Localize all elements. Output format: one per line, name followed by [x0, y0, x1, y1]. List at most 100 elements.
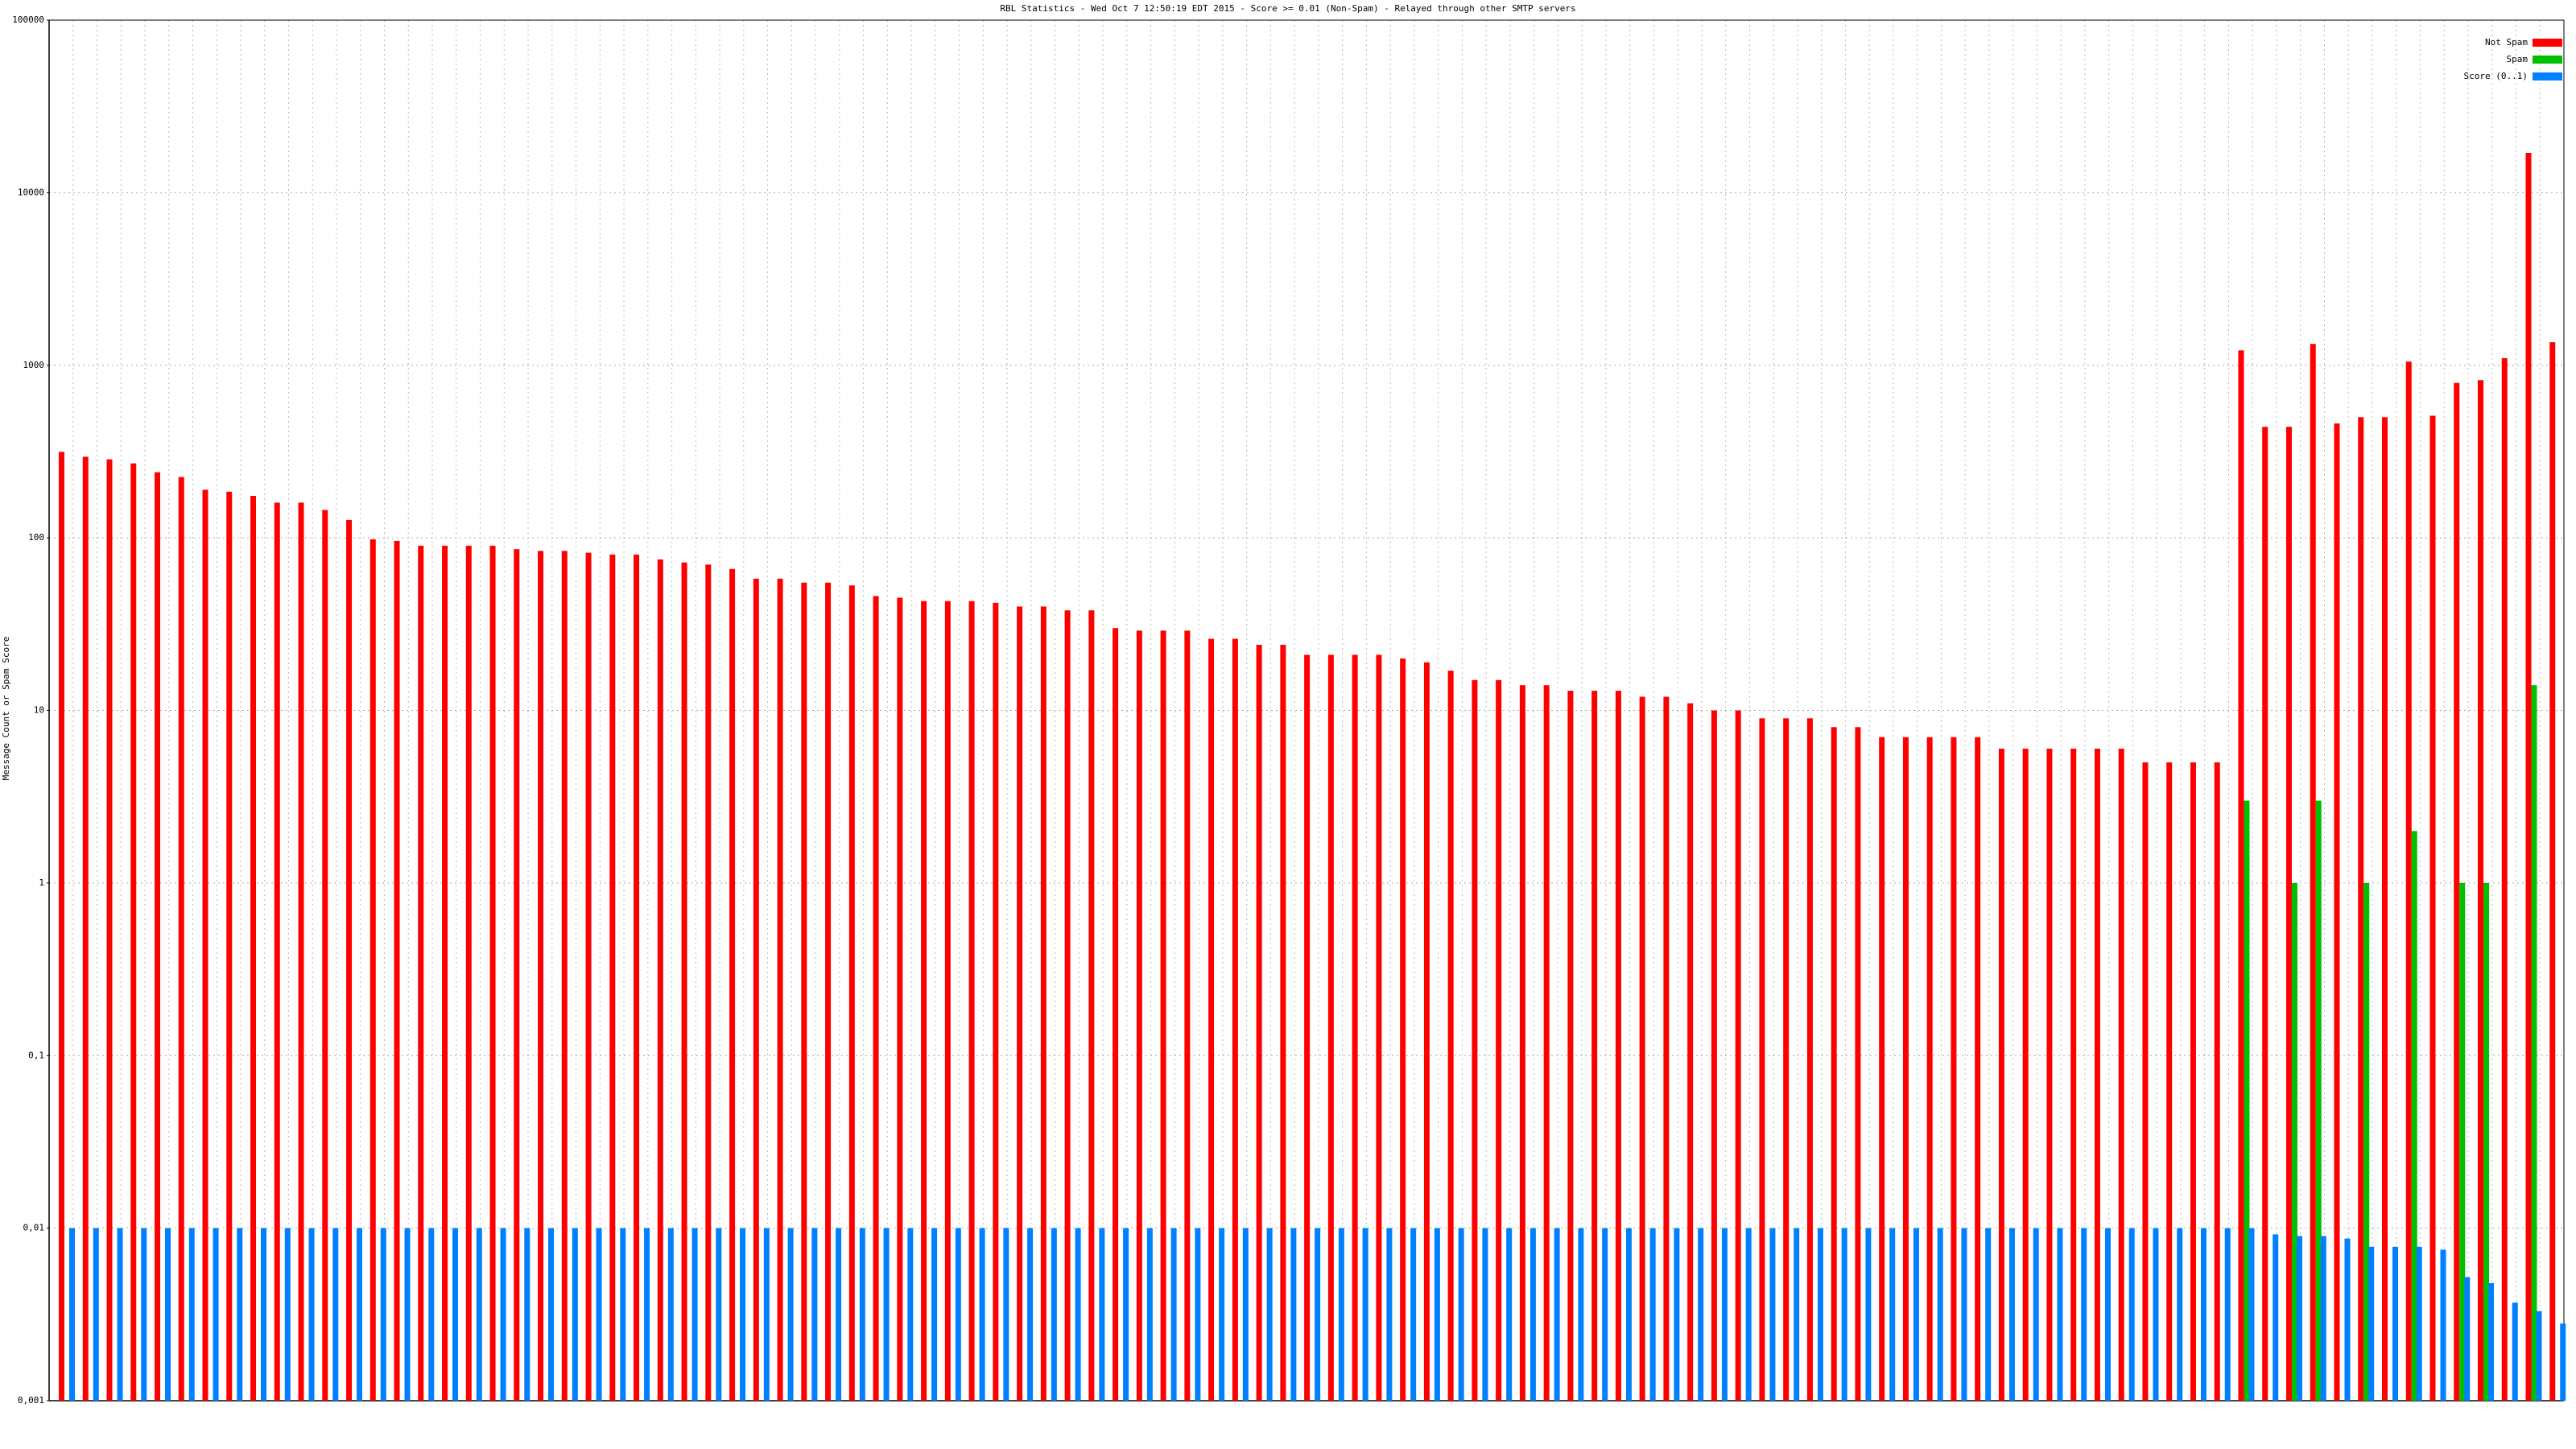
bar [1496, 679, 1502, 1401]
bar [1519, 685, 1525, 1401]
bar [357, 1228, 363, 1401]
bar [141, 1228, 147, 1401]
bar [897, 597, 903, 1401]
bar [2334, 423, 2340, 1401]
bar [716, 1228, 722, 1401]
bar [753, 578, 759, 1401]
bar [1879, 737, 1885, 1401]
bar [2310, 344, 2316, 1401]
bar [2501, 357, 2508, 1401]
bar [476, 1228, 482, 1401]
bar [155, 472, 161, 1401]
bar [811, 1228, 818, 1401]
bar [2320, 1236, 2326, 1401]
bar [369, 539, 376, 1402]
bar [2224, 1228, 2231, 1401]
bar [237, 1228, 243, 1401]
bar [1232, 638, 1238, 1401]
bar [2411, 831, 2417, 1401]
bar [2118, 749, 2124, 1401]
bar [117, 1228, 123, 1401]
bar [2128, 1228, 2135, 1401]
bar [2214, 762, 2220, 1401]
bar [1913, 1228, 1919, 1401]
bar [514, 549, 520, 1401]
bar [465, 545, 472, 1401]
bar [1769, 1228, 1776, 1401]
bar [1602, 1228, 1608, 1401]
bar [2296, 1236, 2302, 1401]
bar [1817, 1228, 1823, 1401]
bar [2487, 1282, 2494, 1401]
bar [1075, 1228, 1081, 1401]
bar [1794, 1228, 1800, 1401]
bar [308, 1228, 315, 1401]
bar [2104, 1228, 2111, 1401]
bar [284, 1228, 291, 1401]
bar [1064, 610, 1071, 1401]
bar [1027, 1228, 1034, 1401]
bar [1543, 685, 1550, 1401]
chart-title: RBL Statistics - Wed Oct 7 12:50:19 EDT … [1000, 3, 1575, 14]
bar [1530, 1228, 1536, 1401]
bar [165, 1228, 171, 1401]
bar [2248, 1228, 2255, 1401]
bar [1841, 1228, 1847, 1401]
bar [1926, 737, 1933, 1401]
bar [1338, 1228, 1344, 1401]
bar [1855, 727, 1861, 1401]
bar [907, 1228, 914, 1401]
y-tick-label: 1000 [23, 360, 45, 370]
bar [1567, 691, 1574, 1401]
bar [2536, 1311, 2542, 1401]
bar [1003, 1228, 1009, 1401]
legend-label: Score (0..1) [2464, 71, 2528, 81]
bar [2238, 350, 2244, 1402]
bar [1219, 1228, 1225, 1401]
bar [572, 1228, 578, 1401]
bar [1266, 1228, 1273, 1401]
bar [1123, 1228, 1129, 1401]
bar [524, 1228, 530, 1401]
bar [609, 554, 616, 1401]
bar [452, 1228, 459, 1401]
bar [1458, 1228, 1464, 1401]
bar [394, 540, 400, 1402]
bar [620, 1228, 626, 1401]
bar [538, 551, 544, 1401]
bar [1865, 1228, 1872, 1401]
bar [657, 559, 663, 1402]
bar [836, 1228, 842, 1401]
bar [1327, 654, 1334, 1401]
bar [2525, 152, 2532, 1401]
bar [2081, 1228, 2087, 1401]
bar [1113, 628, 1119, 1401]
bar [993, 602, 999, 1401]
bar [1352, 654, 1358, 1401]
bar [1674, 1228, 1680, 1401]
bar [2057, 1228, 2063, 1401]
bar [1902, 737, 1909, 1401]
bar [921, 601, 927, 1401]
bar [59, 452, 64, 1401]
bar [2070, 749, 2077, 1401]
legend-label: Spam [2507, 54, 2529, 64]
bar [979, 1228, 985, 1401]
bar [1290, 1228, 1297, 1401]
bar [2531, 685, 2537, 1401]
bar [2549, 342, 2556, 1402]
y-tick-label: 100 [28, 532, 44, 543]
bar [691, 1228, 698, 1401]
bar [106, 459, 113, 1401]
bar [1170, 1228, 1177, 1401]
bar [489, 545, 496, 1401]
bar [2033, 1228, 2039, 1401]
bar [1937, 1228, 1943, 1401]
bar [2190, 762, 2196, 1401]
bar [968, 601, 975, 1401]
bar [2008, 1228, 2015, 1401]
bar [1698, 1228, 1704, 1401]
bar [548, 1228, 555, 1401]
bar [274, 502, 280, 1402]
